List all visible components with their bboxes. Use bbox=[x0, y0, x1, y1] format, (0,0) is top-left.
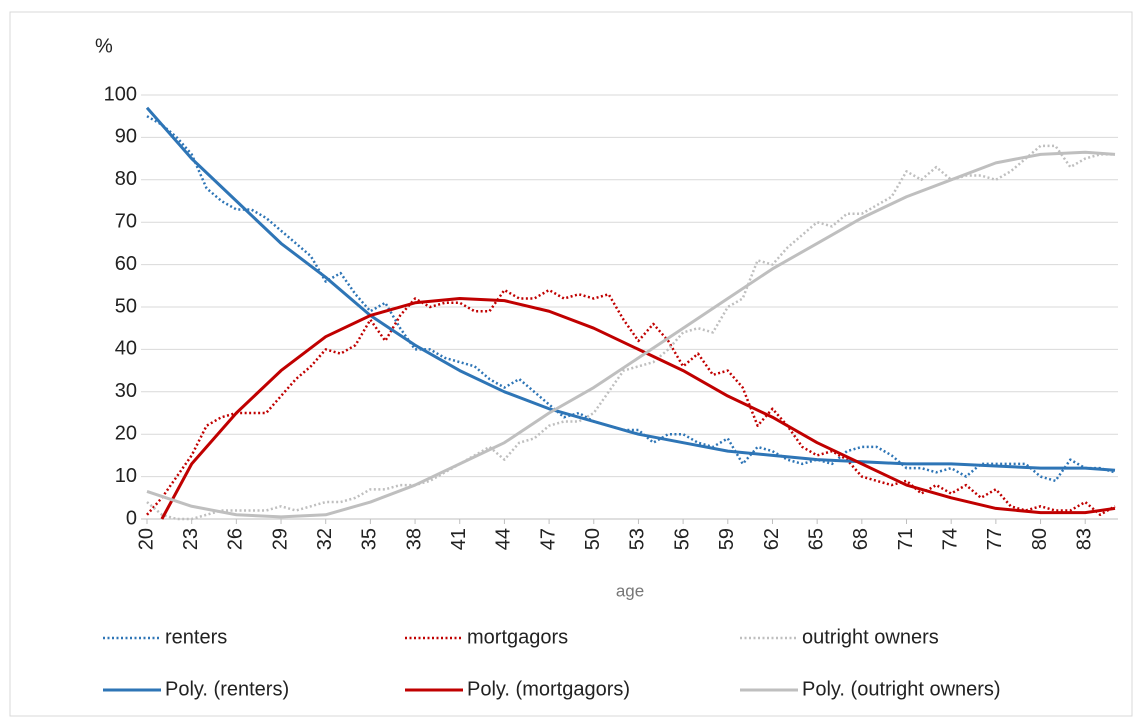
y-tick-label: 20 bbox=[115, 422, 137, 444]
x-tick-label: 59 bbox=[716, 528, 738, 550]
series-line bbox=[145, 106, 1116, 472]
legend-label: mortgagors bbox=[467, 626, 568, 648]
legend-label: Poly. (outright owners) bbox=[802, 678, 1001, 700]
x-tick-label: 50 bbox=[582, 528, 604, 550]
x-tick-label: 56 bbox=[671, 528, 693, 550]
x-tick-label: 80 bbox=[1029, 528, 1051, 550]
legend-label: Poly. (renters) bbox=[165, 678, 289, 700]
y-tick-label: 0 bbox=[126, 507, 137, 529]
y-tick-label: 40 bbox=[115, 338, 137, 360]
x-tick-label: 32 bbox=[314, 528, 336, 550]
y-tick-label: 10 bbox=[115, 465, 137, 487]
x-tick-label: 65 bbox=[805, 528, 827, 550]
legend-label: outright owners bbox=[802, 626, 939, 648]
series-line bbox=[146, 115, 1116, 483]
x-tick-label: 68 bbox=[850, 528, 872, 550]
y-tick-label: 80 bbox=[115, 168, 137, 190]
y-tick-label: 60 bbox=[115, 253, 137, 275]
x-tick-label: 29 bbox=[269, 528, 291, 550]
x-tick-label: 44 bbox=[493, 528, 515, 550]
x-tick-label: 53 bbox=[627, 528, 649, 550]
y-tick-label: 100 bbox=[104, 83, 137, 105]
y-tick-label: 90 bbox=[115, 126, 137, 148]
x-tick-label: 26 bbox=[225, 528, 247, 550]
x-tick-label: 47 bbox=[537, 528, 559, 550]
y-tick-label: 70 bbox=[115, 210, 137, 232]
x-tick-label: 77 bbox=[984, 528, 1006, 550]
x-tick-label: 62 bbox=[761, 528, 783, 550]
x-tick-label: 23 bbox=[180, 528, 202, 550]
y-unit-label: % bbox=[95, 35, 113, 57]
x-tick-label: 71 bbox=[895, 528, 917, 550]
x-tick-label: 35 bbox=[359, 528, 381, 550]
chart-frame bbox=[9, 11, 1133, 717]
series-line bbox=[146, 288, 1116, 517]
series-line bbox=[160, 297, 1116, 520]
y-tick-label: 50 bbox=[115, 295, 137, 317]
legend-label: renters bbox=[165, 626, 227, 648]
series-line bbox=[146, 150, 1116, 519]
x-tick-label: 74 bbox=[939, 528, 961, 550]
x-tick-label: 83 bbox=[1073, 528, 1095, 550]
y-tick-label: 30 bbox=[115, 380, 137, 402]
legend-label: Poly. (mortgagors) bbox=[467, 678, 630, 700]
x-tick-label: 38 bbox=[403, 528, 425, 550]
x-tick-label: 20 bbox=[135, 528, 157, 550]
series-line bbox=[146, 144, 1115, 521]
x-axis-label: age bbox=[616, 581, 644, 600]
x-tick-label: 41 bbox=[448, 528, 470, 550]
